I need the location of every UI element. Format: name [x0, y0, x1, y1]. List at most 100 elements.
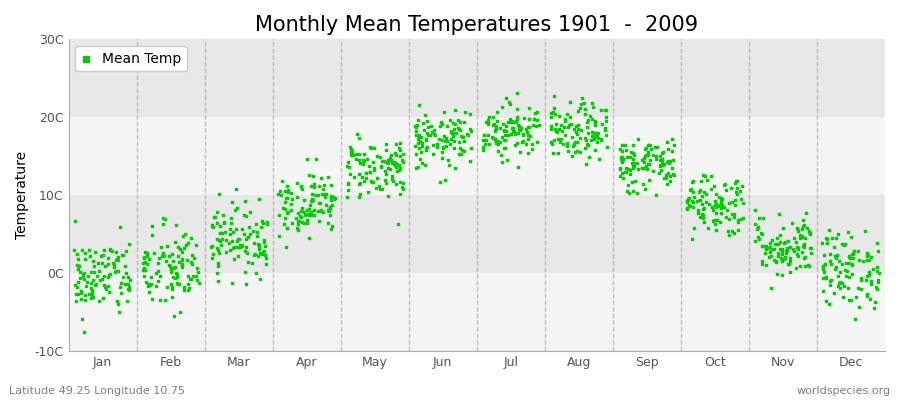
- Mean Temp: [796, 222, 810, 229]
- Mean Temp: [643, 177, 657, 183]
- Mean Temp: [728, 202, 742, 208]
- Mean Temp: [680, 199, 695, 206]
- Mean Temp: [212, 191, 226, 197]
- Mean Temp: [479, 137, 493, 144]
- Mean Temp: [181, 281, 195, 287]
- Mean Temp: [149, 282, 164, 289]
- Mean Temp: [384, 152, 399, 158]
- Mean Temp: [302, 206, 316, 212]
- Mean Temp: [818, 234, 832, 241]
- Mean Temp: [167, 263, 182, 270]
- Mean Temp: [714, 209, 728, 216]
- Mean Temp: [76, 276, 91, 282]
- Mean Temp: [626, 160, 641, 166]
- Mean Temp: [548, 111, 562, 117]
- Mean Temp: [843, 255, 858, 261]
- Mean Temp: [374, 158, 389, 164]
- Mean Temp: [230, 186, 244, 192]
- Mean Temp: [420, 144, 435, 151]
- Mean Temp: [580, 142, 595, 148]
- Mean Temp: [838, 266, 852, 273]
- Mean Temp: [418, 161, 432, 168]
- Mean Temp: [751, 223, 765, 230]
- Mean Temp: [376, 158, 391, 164]
- Mean Temp: [444, 128, 458, 135]
- Mean Temp: [436, 144, 450, 150]
- Mean Temp: [522, 116, 536, 122]
- Mean Temp: [662, 158, 676, 164]
- Mean Temp: [681, 196, 696, 202]
- Mean Temp: [580, 142, 595, 148]
- Mean Temp: [78, 250, 93, 256]
- Mean Temp: [237, 212, 251, 218]
- Mean Temp: [552, 126, 566, 132]
- Mean Temp: [454, 150, 468, 157]
- Mean Temp: [292, 212, 307, 219]
- Mean Temp: [696, 172, 710, 178]
- Mean Temp: [70, 290, 85, 297]
- Mean Temp: [573, 126, 588, 133]
- Mean Temp: [84, 280, 98, 286]
- Mean Temp: [204, 223, 219, 230]
- Mean Temp: [290, 180, 304, 186]
- Mean Temp: [224, 215, 238, 222]
- Mean Temp: [164, 266, 178, 272]
- Mean Temp: [598, 107, 612, 113]
- Mean Temp: [837, 241, 851, 247]
- Mean Temp: [297, 212, 311, 218]
- Mean Temp: [845, 250, 859, 257]
- Mean Temp: [544, 110, 558, 116]
- Mean Temp: [707, 183, 722, 189]
- Mean Temp: [297, 197, 311, 204]
- Mean Temp: [166, 258, 181, 265]
- Mean Temp: [852, 304, 867, 310]
- Mean Temp: [321, 220, 336, 226]
- Mean Temp: [721, 228, 735, 234]
- Mean Temp: [495, 134, 509, 140]
- Mean Temp: [755, 258, 770, 264]
- Mean Temp: [697, 204, 711, 211]
- Mean Temp: [845, 251, 859, 258]
- Mean Temp: [803, 244, 817, 251]
- Mean Temp: [166, 265, 181, 271]
- Mean Temp: [508, 119, 523, 125]
- Mean Temp: [832, 279, 847, 285]
- Mean Temp: [78, 292, 93, 298]
- Mean Temp: [510, 116, 525, 122]
- Mean Temp: [854, 276, 868, 283]
- Mean Temp: [71, 256, 86, 262]
- Mean Temp: [712, 194, 726, 200]
- Mean Temp: [709, 204, 724, 211]
- Mean Temp: [101, 255, 115, 261]
- Mean Temp: [777, 256, 791, 262]
- Mean Temp: [656, 149, 670, 155]
- Mean Temp: [513, 127, 527, 133]
- Mean Temp: [763, 253, 778, 259]
- Mean Temp: [623, 154, 637, 160]
- Mean Temp: [420, 130, 435, 136]
- Mean Temp: [411, 101, 426, 108]
- Mean Temp: [626, 156, 640, 162]
- Mean Temp: [96, 295, 111, 302]
- Mean Temp: [824, 261, 838, 268]
- Mean Temp: [353, 191, 367, 197]
- Mean Temp: [341, 159, 356, 165]
- Mean Temp: [211, 278, 225, 284]
- Mean Temp: [582, 154, 597, 160]
- Mean Temp: [238, 213, 253, 219]
- Mean Temp: [521, 124, 535, 130]
- Mean Temp: [212, 237, 227, 244]
- Mean Temp: [242, 209, 256, 215]
- Mean Temp: [311, 200, 326, 207]
- Mean Temp: [659, 175, 673, 181]
- Mean Temp: [846, 248, 860, 254]
- Mean Temp: [386, 178, 400, 184]
- Mean Temp: [290, 225, 304, 231]
- Mean Temp: [190, 276, 204, 283]
- Mean Temp: [698, 219, 712, 225]
- Mean Temp: [547, 105, 562, 111]
- Mean Temp: [367, 165, 382, 172]
- Mean Temp: [453, 119, 467, 126]
- Mean Temp: [680, 198, 694, 204]
- Mean Temp: [230, 205, 244, 212]
